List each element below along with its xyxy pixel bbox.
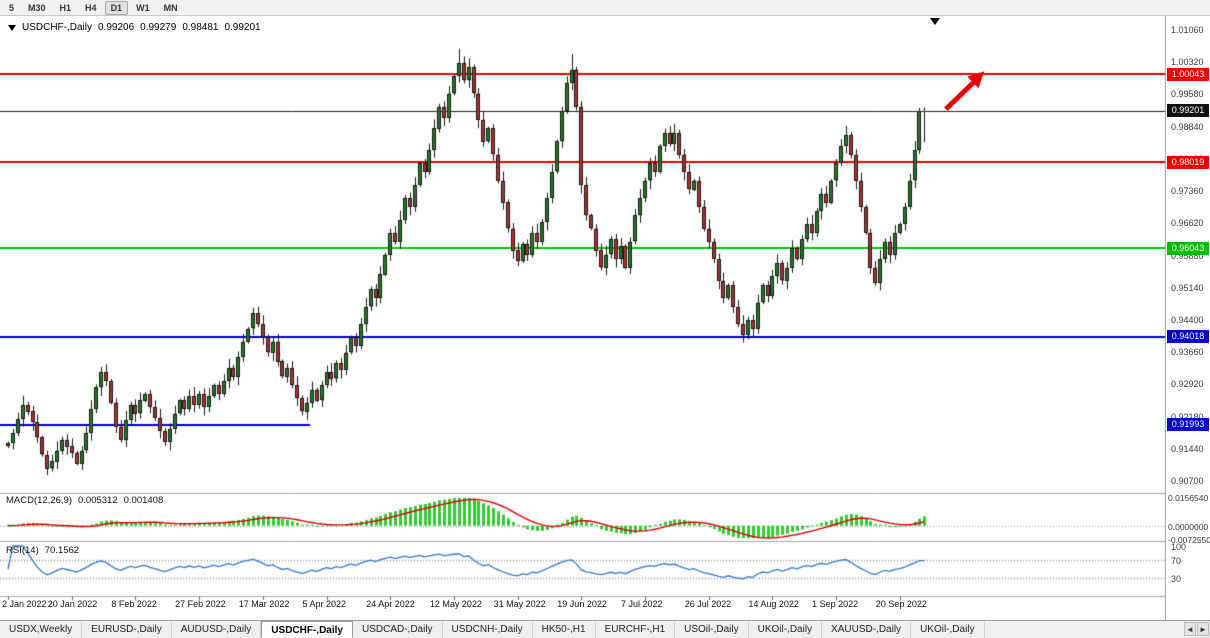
macd-axis-label: 0.0000000 [1168, 521, 1209, 532]
date-label: 27 Feb 2022 [175, 599, 226, 609]
tab-usoil-daily[interactable]: USOil-,Daily [675, 621, 749, 638]
chart-menu-icon[interactable] [8, 24, 16, 31]
macd-name: MACD(12,26,9) [6, 495, 72, 506]
price-axis-label: 0.94400 [1171, 314, 1204, 325]
price-axis-label: 1.00320 [1171, 57, 1204, 68]
rsi-axis-label: 100 [1171, 542, 1187, 552]
price-badge: 0.91993 [1167, 418, 1209, 432]
tab-usdcnh-daily[interactable]: USDCNH-,Daily [443, 621, 533, 638]
price-axis-label: 1.01060 [1171, 25, 1204, 35]
rsi-name: RSI(14) [6, 545, 39, 556]
timeframe-button-d1[interactable]: D1 [104, 0, 129, 15]
price-axis-label: 0.91440 [1171, 443, 1204, 454]
date-label: 31 May 2022 [493, 599, 546, 609]
chart-open-value: 0.99206 [98, 22, 135, 33]
price-axis-label: 0.99580 [1171, 89, 1204, 100]
macd-axis-label: 0.0156540 [1168, 493, 1209, 503]
chart-high-value: 0.99279 [140, 22, 177, 33]
tab-scroll-buttons: ◄ ► [1184, 622, 1209, 636]
rsi-axis-label: 30 [1171, 574, 1182, 585]
timeframe-button-group: 5 M30 H1 H4 D1 W1 MN [3, 0, 186, 15]
price-badge: 0.99201 [1167, 104, 1209, 118]
date-label: 14 Aug 2022 [748, 599, 799, 609]
rsi-axis-label: 70 [1171, 555, 1182, 566]
price-badge: 0.98019 [1167, 155, 1209, 169]
tab-xauusd-daily[interactable]: XAUUSD-,Daily [822, 621, 912, 638]
chart-symbol-period: USDCHF-,Daily [22, 22, 92, 33]
rsi-indicator-label: RSI(14) 70.1562 [6, 545, 79, 556]
chart-canvas[interactable] [0, 16, 1166, 620]
tab-eurusd-daily[interactable]: EURUSD-,Daily [82, 621, 172, 638]
date-label: 12 May 2022 [429, 599, 482, 609]
tab-usdcad-daily[interactable]: USDCAD-,Daily [353, 621, 443, 638]
date-label: 19 Jun 2022 [557, 599, 607, 609]
timeframe-button-h1[interactable]: H1 [59, 2, 72, 13]
date-label: 20 Sep 2022 [875, 599, 927, 609]
chart-tab-bar: USDX,Weekly EURUSD-,Daily AUDUSD-,Daily USD… [0, 620, 1210, 638]
tab-eurchf-h1[interactable]: EURCHF-,H1 [596, 621, 676, 638]
timeframe-toolbar: 5 M30 H1 H4 D1 W1 MN [0, 0, 1210, 16]
macd-main-value: 0.005312 [78, 495, 118, 506]
price-axis-label: 0.92920 [1171, 379, 1204, 390]
date-label: 1 Sep 2022 [812, 599, 859, 609]
timeframe-button-mn[interactable]: MN [163, 2, 178, 13]
tab-scroll-right-button[interactable]: ► [1197, 622, 1209, 636]
rsi-value: 70.1562 [44, 545, 80, 556]
tab-audusd-daily[interactable]: AUDUSD-,Daily [172, 621, 262, 638]
date-label: 8 Feb 2022 [111, 599, 157, 609]
tab-usdx-weekly[interactable]: USDX,Weekly [0, 621, 83, 638]
timeframe-button-m30[interactable]: M30 [28, 2, 46, 13]
date-label: 24 Apr 2022 [366, 599, 415, 609]
macd-axis-label: -0.0072550 [1168, 535, 1210, 545]
tab-usdchf-daily[interactable]: USDCHF-,Daily [261, 621, 353, 638]
date-label: 26 Jul 2022 [684, 599, 732, 609]
price-badge: 1.00043 [1167, 67, 1209, 81]
timeframe-button-5[interactable]: 5 [9, 2, 15, 13]
chart-low-value: 0.98481 [182, 22, 219, 33]
price-axis-label: 0.97360 [1171, 186, 1204, 197]
tab-ukoil-daily[interactable]: UKOil-,Daily [749, 621, 823, 638]
chart-close-value: 0.99201 [224, 22, 261, 33]
price-axis-label: 0.96620 [1171, 218, 1204, 229]
price-axis-label: 0.90700 [1171, 476, 1204, 486]
timeframe-button-w1[interactable]: W1 [136, 2, 150, 13]
tab-ukoil-daily[interactable]: UKOil-,Daily [911, 621, 985, 638]
date-label: 20 Jan 2022 [47, 599, 98, 609]
macd-indicator-label: MACD(12,26,9) 0.005312 0.001408 [6, 495, 163, 506]
price-axis-label: 0.93660 [1171, 347, 1204, 358]
timeframe-button-h4[interactable]: H4 [85, 2, 97, 13]
price-axis-label: 0.98840 [1171, 121, 1204, 132]
date-label: 17 Mar 2022 [238, 599, 290, 609]
price-badge: 0.96043 [1167, 241, 1209, 255]
date-label: 2 Jan 2022 [2, 599, 47, 609]
chart-shift-marker-icon[interactable] [930, 18, 940, 25]
date-label: 7 Jul 2022 [621, 599, 663, 609]
price-axis-label: 0.92180 [1171, 411, 1204, 422]
price-badge: 0.94018 [1167, 330, 1209, 344]
tab-scroll-left-button[interactable]: ◄ [1184, 622, 1196, 636]
chart-title: USDCHF-,Daily 0.99206 0.99279 0.98481 0.… [8, 22, 261, 33]
macd-signal-value: 0.001408 [123, 495, 164, 506]
price-axis-label: 0.95140 [1171, 282, 1204, 293]
price-axis-label: 0.95880 [1171, 250, 1204, 261]
date-label: 5 Apr 2022 [302, 599, 347, 609]
tab-hk50-h1[interactable]: HK50-,H1 [533, 621, 596, 638]
